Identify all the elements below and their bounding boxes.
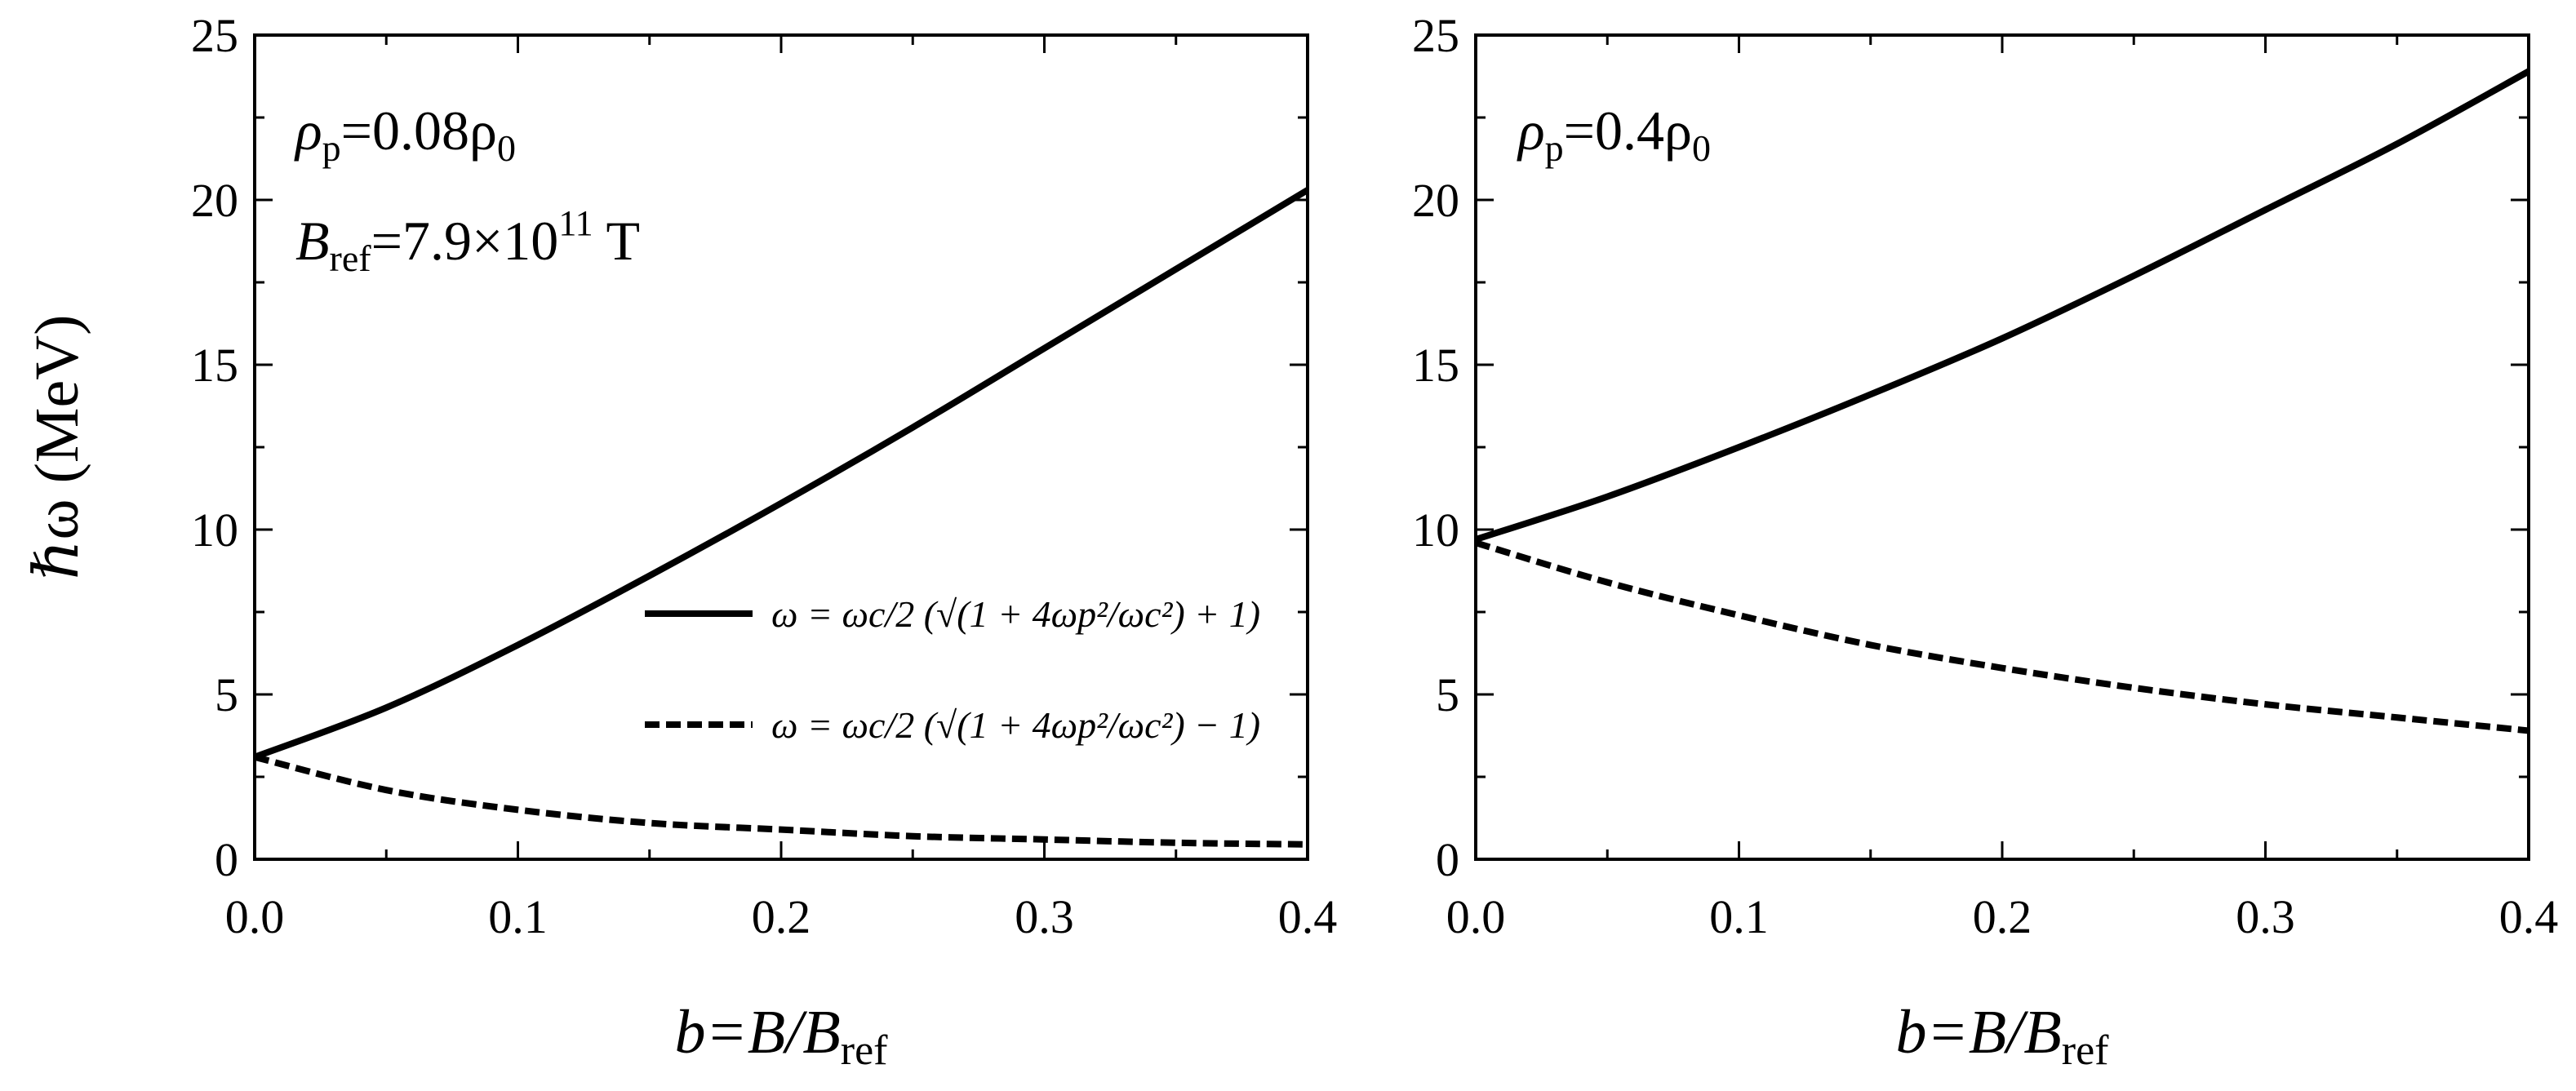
series-group-left: [253, 187, 1310, 848]
x-axis-title-left: b=B/Bref: [675, 998, 889, 1074]
ticks-right: 0.0 0.1 0.2 0.3 0.4 0 5 10 15 20 25: [1412, 9, 2558, 943]
y-tick-label: 25: [1412, 9, 1459, 62]
series-line-dashed: [254, 753, 1308, 848]
y-tick-label: 10: [1412, 503, 1459, 557]
y-axis-title: ℏω (MeV): [23, 315, 91, 580]
y-tick-label: 0: [1436, 833, 1459, 886]
legend: ω = ωc/2 (√(1 + 4ωp²/ωc²) + 1) ω = ωc/2 …: [645, 593, 1260, 746]
legend-label-dashed: ω = ωc/2 (√(1 + 4ωp²/ωc²) − 1): [771, 704, 1260, 746]
x-tick-label: 0.3: [1015, 890, 1074, 943]
y-tick-label: 25: [191, 9, 238, 62]
x-tick-label: 0.1: [1709, 890, 1769, 943]
series-line-dashed: [1474, 539, 2529, 734]
y-tick-label: 0: [215, 833, 238, 886]
legend-label-solid: ω = ωc/2 (√(1 + 4ωp²/ωc²) + 1): [771, 593, 1260, 635]
x-tick-label: 0.2: [752, 890, 811, 943]
density-annotation-right: ρp=0.4ρ0: [1517, 100, 1711, 169]
x-tick-label: 0.0: [1446, 890, 1506, 943]
y-tick-label: 20: [191, 174, 238, 227]
y-tick-label: 5: [1436, 668, 1459, 721]
x-tick-label: 0.3: [2236, 890, 2295, 943]
panel-right: 0.0 0.1 0.2 0.3 0.4 0 5 10 15 20 25 b=B/Bref ρp=0.…: [1412, 9, 2558, 1074]
series-line-solid: [253, 187, 1310, 761]
x-axis-title-right: b=B/Bref: [1896, 998, 2110, 1074]
y-tick-label: 20: [1412, 174, 1459, 227]
x-tick-label: 0.1: [488, 890, 548, 943]
bref-annotation-left: Bref=7.9×1011 T: [295, 203, 640, 279]
x-tick-label: 0.0: [225, 890, 285, 943]
density-annotation-left: ρp=0.08ρ0: [294, 100, 516, 169]
x-tick-label: 0.2: [1973, 890, 2032, 943]
series-group-right: [1474, 68, 2530, 734]
y-tick-label: 15: [1412, 339, 1459, 392]
y-tick-label: 10: [191, 503, 238, 557]
series-line-solid: [1474, 68, 2530, 543]
x-tick-label: 0.4: [2499, 890, 2559, 943]
y-tick-label: 15: [191, 339, 238, 392]
y-tick-label: 5: [215, 668, 238, 721]
x-tick-label: 0.4: [1278, 890, 1338, 943]
ticks-left: 0.0 0.1 0.2 0.3 0.4 0 5 10 15 20 25: [191, 9, 1337, 943]
panel-left: 0.0 0.1 0.2 0.3 0.4 0 5 10 15 20 25 ℏω (MeV) b=B/B…: [23, 9, 1337, 1074]
